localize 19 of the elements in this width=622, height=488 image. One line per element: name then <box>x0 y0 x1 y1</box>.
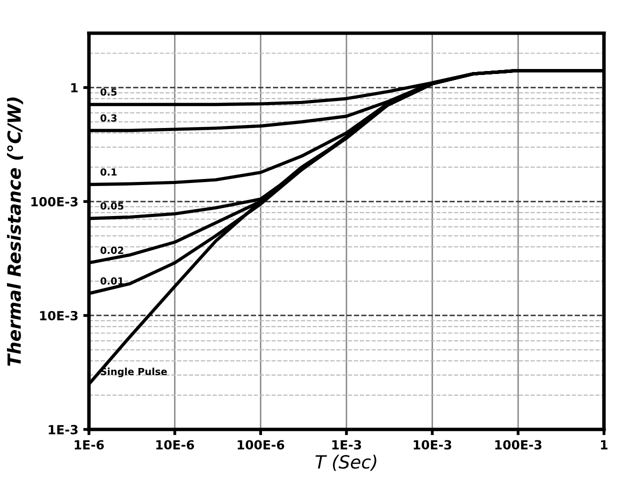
y-tick-label: 1 <box>71 83 78 92</box>
y-tick-label: 10E-3 <box>40 310 78 320</box>
y-axis-title: Thermal Resistance (°C/W) <box>6 98 24 366</box>
y-tick-label: 100E-3 <box>31 196 78 206</box>
x-tick-label: 100E-6 <box>238 440 284 450</box>
x-axis-title: T (Sec) <box>316 454 376 471</box>
x-tick-label: 10E-3 <box>414 440 452 450</box>
x-tick-label: 1E-3 <box>332 440 362 450</box>
y-tick-label: 1E-3 <box>48 424 78 434</box>
series-label: 0.05 <box>100 202 124 210</box>
series-label: 0.5 <box>100 88 117 96</box>
series-label: 0.02 <box>100 246 124 254</box>
series-label: 0.3 <box>100 114 117 122</box>
x-tick-label: 10E-6 <box>156 440 194 450</box>
series-label: 0.1 <box>100 168 117 176</box>
x-tick-label: 1 <box>601 440 608 450</box>
series-label: 0.01 <box>100 277 124 285</box>
x-tick-label: 1E-6 <box>74 440 104 450</box>
x-tick-label: 100E-3 <box>495 440 542 450</box>
